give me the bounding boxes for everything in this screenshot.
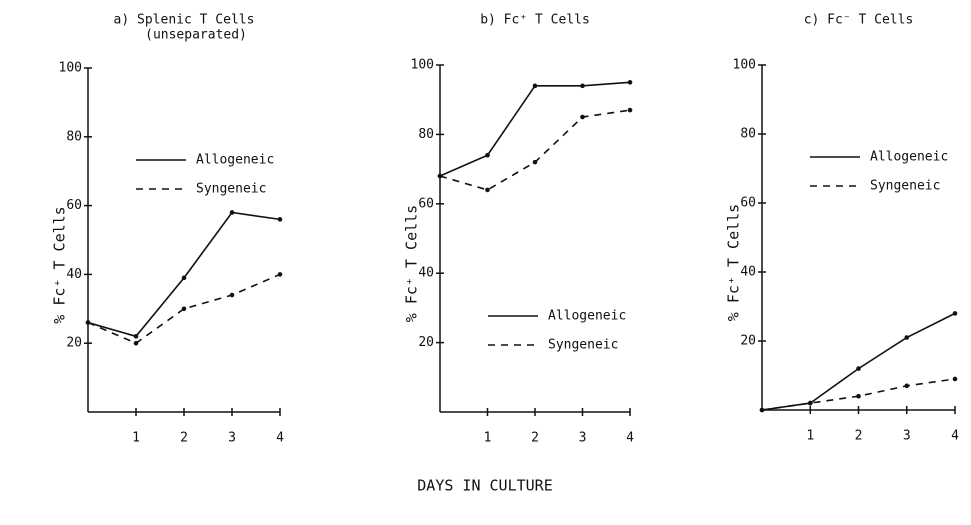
data-point	[437, 173, 443, 179]
data-point	[759, 407, 765, 413]
y-tick-label: 100	[411, 58, 434, 73]
y-tick-label: 60	[418, 196, 434, 211]
panel-subtitle: (unseparated)	[145, 28, 247, 43]
data-point	[485, 187, 490, 193]
x-tick-label: 1	[484, 431, 492, 446]
data-point	[952, 311, 958, 316]
x-tick-label: 1	[132, 431, 140, 446]
data-point	[904, 335, 910, 340]
panel-title: b) Fc⁺ T Cells	[480, 13, 590, 28]
legend-label: Allogeneic	[196, 153, 274, 168]
x-tick-label: 4	[276, 431, 284, 446]
legend-label: Syngeneic	[870, 179, 940, 194]
x-axis-label: DAYS IN CULTURE	[417, 477, 552, 495]
y-tick-label: 20	[66, 336, 82, 351]
y-tick-label: 80	[66, 129, 82, 144]
x-tick-label: 3	[903, 429, 911, 444]
y-tick-label: 100	[733, 58, 756, 73]
x-tick-label: 4	[626, 431, 634, 446]
data-point	[627, 80, 633, 85]
y-tick-label: 40	[740, 265, 756, 280]
legend-label: Syngeneic	[196, 182, 266, 197]
x-tick-label: 3	[228, 431, 236, 446]
y-tick-label: 40	[418, 266, 434, 281]
x-tick-label: 3	[579, 431, 587, 446]
data-point	[532, 159, 538, 165]
y-tick-label: 40	[66, 267, 82, 282]
x-tick-label: 4	[951, 429, 959, 444]
series-line	[439, 109, 631, 191]
legend-label: Allogeneic	[870, 150, 948, 165]
data-point	[277, 272, 283, 277]
y-axis-label: % Fc⁺ T Cells	[403, 205, 421, 322]
data-point	[580, 114, 585, 120]
data-point	[181, 306, 187, 312]
data-point	[485, 152, 490, 158]
y-axis-label: % Fc⁺ T Cells	[51, 206, 69, 323]
data-point	[133, 340, 139, 346]
data-point	[627, 107, 633, 113]
y-tick-label: 20	[740, 334, 756, 349]
y-tick-label: 60	[66, 198, 82, 213]
data-point	[85, 320, 91, 325]
data-point	[807, 400, 813, 406]
legend-label: Syngeneic	[548, 338, 618, 353]
y-tick-label: 100	[59, 61, 82, 76]
data-point	[580, 83, 585, 89]
panel-title: c) Fc⁻ T Cells	[804, 13, 914, 28]
data-point	[856, 366, 861, 371]
data-point	[856, 393, 861, 399]
panel-title: a) Splenic T Cells	[114, 13, 255, 28]
data-point	[181, 275, 187, 281]
x-tick-label: 2	[855, 429, 863, 444]
y-tick-label: 60	[740, 196, 756, 211]
y-tick-label: 80	[740, 127, 756, 142]
x-tick-label: 1	[806, 429, 814, 444]
x-tick-label: 2	[180, 431, 188, 446]
y-axis-label: % Fc⁺ T Cells	[725, 204, 743, 321]
y-tick-label: 20	[418, 335, 434, 350]
data-point	[133, 334, 139, 339]
x-tick-label: 2	[531, 431, 539, 446]
data-point	[277, 217, 283, 222]
data-point	[952, 376, 958, 382]
data-point	[532, 83, 538, 89]
data-point	[904, 383, 910, 389]
data-point	[229, 210, 235, 215]
data-point	[229, 292, 235, 298]
series-line	[87, 211, 281, 338]
legend-label: Allogeneic	[548, 309, 626, 324]
y-tick-label: 80	[418, 127, 434, 142]
